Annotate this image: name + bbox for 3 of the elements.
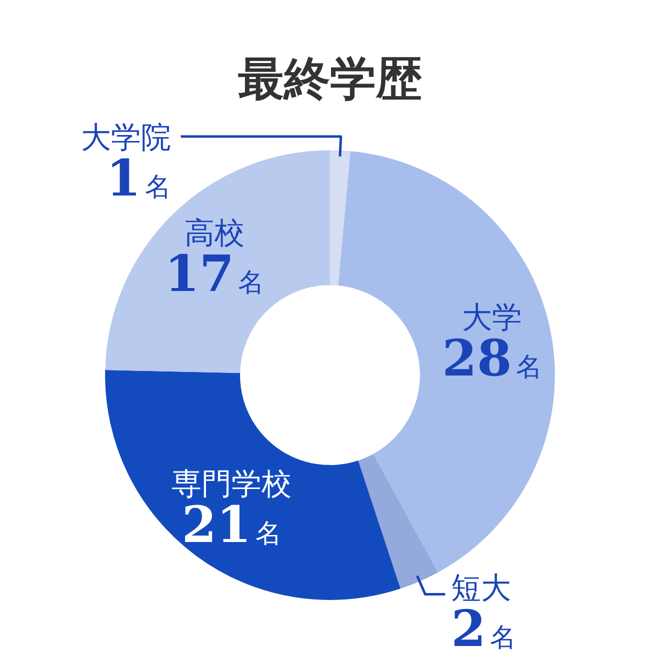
- chart-title: 最終学歴: [238, 52, 422, 106]
- slice-label: 短大: [451, 571, 512, 606]
- slice-label: 大学院: [80, 120, 171, 156]
